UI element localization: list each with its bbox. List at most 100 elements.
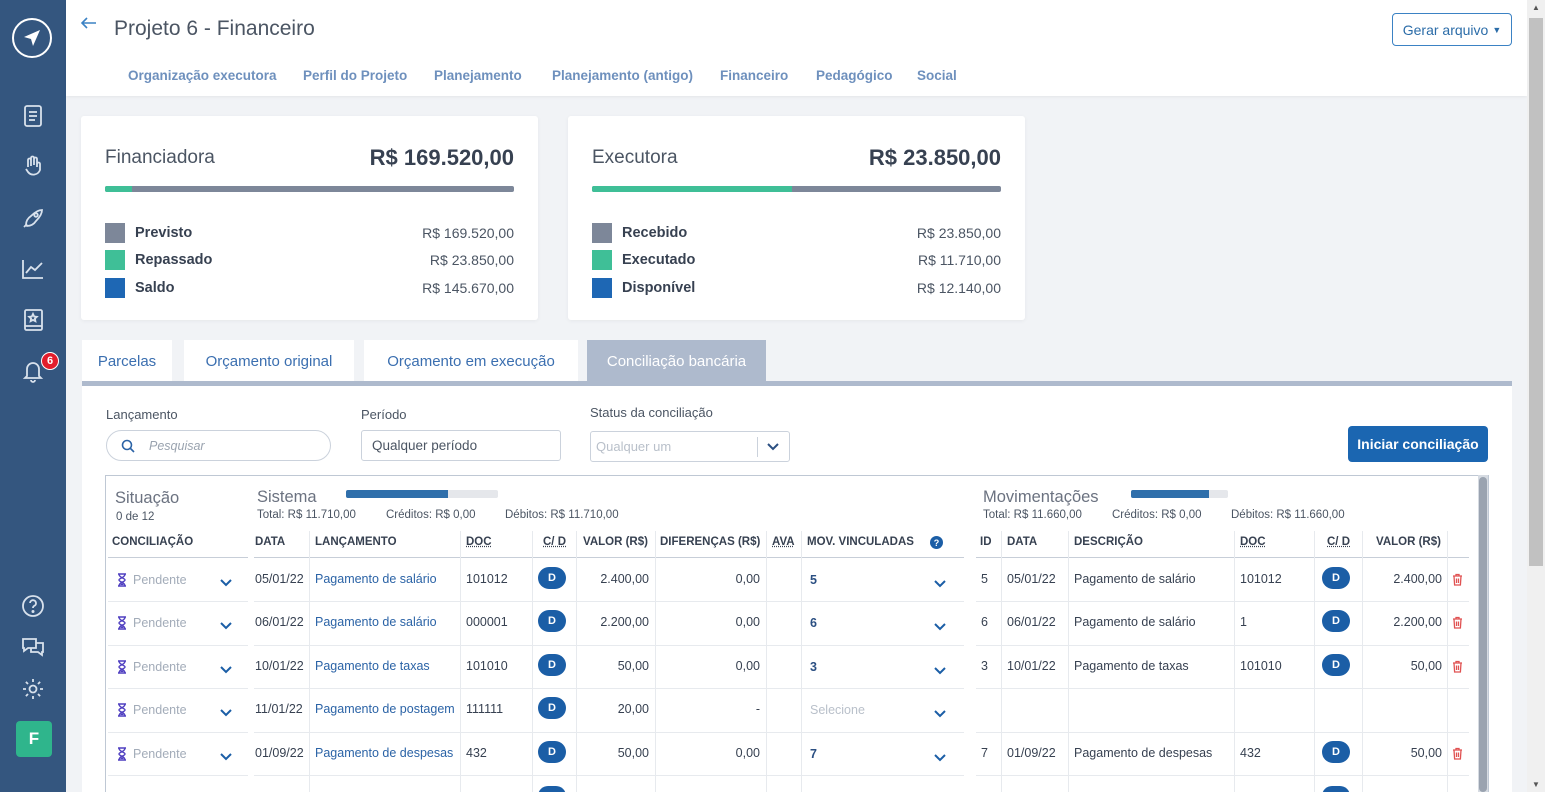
row-lancamento-link[interactable]: Pagamento de despesas bbox=[315, 746, 454, 760]
table-scrollbar[interactable] bbox=[1478, 475, 1488, 792]
row-valor: 50,00 bbox=[1410, 659, 1442, 673]
row-lancamento-link[interactable]: Pagamento de salário bbox=[315, 572, 437, 586]
header-divider bbox=[108, 557, 248, 558]
chevron-down-icon[interactable] bbox=[220, 574, 232, 587]
column-header: CONCILIAÇÃO bbox=[112, 536, 194, 548]
column-divider bbox=[801, 531, 802, 792]
scroll-up-icon[interactable]: ▲ bbox=[1532, 3, 1540, 12]
legend-row: Executado R$ 11.710,00 bbox=[592, 250, 1001, 270]
situacao-title: Situação bbox=[115, 489, 180, 507]
row-date: 06/01/22 bbox=[255, 615, 304, 629]
row-valor: 2.400,00 bbox=[1393, 572, 1442, 586]
row-diferenca: 0,00 bbox=[735, 572, 760, 586]
tab-conciliacao-bancaria[interactable]: Conciliação bancária bbox=[587, 340, 766, 382]
tab-orcamento-original[interactable]: Orçamento original bbox=[184, 340, 354, 382]
linked-movement-select[interactable]: 3 bbox=[810, 660, 817, 674]
linked-movement-select[interactable]: 5 bbox=[810, 573, 817, 587]
column-header: VALOR (R$) bbox=[1376, 536, 1441, 548]
user-avatar[interactable]: F bbox=[16, 721, 52, 757]
column-header: LANÇAMENTO bbox=[315, 536, 397, 548]
row-lancamento-link[interactable]: Pagamento de postagem bbox=[315, 702, 455, 716]
linked-movement-select[interactable]: Selecione bbox=[810, 703, 865, 717]
sistema-progress-fill bbox=[346, 490, 448, 498]
row-diferenca: 0,00 bbox=[735, 615, 760, 629]
row-lancamento-link[interactable]: Pagamento de salário bbox=[315, 615, 437, 629]
chat-icon[interactable] bbox=[20, 634, 46, 660]
column-divider bbox=[460, 531, 461, 792]
tab-financeiro[interactable]: Financeiro bbox=[720, 68, 789, 83]
rocket-icon[interactable] bbox=[20, 205, 46, 231]
generate-file-button[interactable]: Gerar arquivo ▼ bbox=[1392, 13, 1512, 46]
hand-heart-icon[interactable] bbox=[20, 154, 46, 180]
tab-organizacao-executora[interactable]: Organização executora bbox=[128, 68, 277, 83]
row-divider bbox=[976, 732, 1469, 733]
app-logo-icon[interactable] bbox=[12, 18, 52, 58]
row-date: 05/01/22 bbox=[1007, 572, 1056, 586]
column-divider bbox=[1447, 531, 1448, 792]
legend-swatch bbox=[105, 250, 125, 270]
movimentacoes-progress-bar bbox=[1131, 490, 1228, 498]
status-select[interactable]: Qualquer um bbox=[590, 431, 790, 462]
row-divider bbox=[254, 775, 964, 776]
linked-movement-select[interactable]: 7 bbox=[810, 747, 817, 761]
gear-icon[interactable] bbox=[20, 676, 46, 702]
tab-orcamento-execucao[interactable]: Orçamento em execução bbox=[364, 340, 578, 382]
sistema-creditos: Créditos: R$ 0,00 bbox=[386, 509, 476, 521]
row-divider bbox=[976, 645, 1469, 646]
trash-icon[interactable] bbox=[1452, 747, 1463, 760]
chevron-down-icon[interactable] bbox=[220, 617, 232, 630]
row-diferenca: - bbox=[755, 702, 760, 716]
debit-pill: D bbox=[538, 741, 566, 763]
reconciliation-table: Situação 0 de 12 CONCILIAÇÃO Sistema Total: … bbox=[105, 475, 1489, 792]
column-divider bbox=[309, 531, 310, 792]
row-valor: 50,00 bbox=[617, 659, 649, 673]
chevron-down-icon[interactable] bbox=[934, 575, 946, 588]
tab-planejamento[interactable]: Planejamento bbox=[434, 68, 522, 83]
back-arrow-icon[interactable] bbox=[80, 14, 98, 35]
chevron-down-icon[interactable] bbox=[220, 748, 232, 761]
chevron-down-icon[interactable] bbox=[220, 704, 232, 717]
column-header: DIFERENÇAS (R$) bbox=[660, 536, 761, 548]
chevron-down-icon[interactable] bbox=[934, 662, 946, 675]
page-scrollbar[interactable]: ▲ ▼ bbox=[1527, 0, 1545, 792]
bell-icon[interactable] bbox=[20, 358, 46, 384]
periodo-field[interactable]: Qualquer período bbox=[361, 430, 561, 461]
tab-perfil-projeto[interactable]: Perfil do Projeto bbox=[303, 68, 408, 83]
search-input[interactable]: Pesquisar bbox=[106, 430, 331, 461]
select-divider bbox=[757, 436, 758, 457]
start-reconciliation-button[interactable]: Iniciar conciliação bbox=[1348, 426, 1488, 462]
chevron-down-icon[interactable] bbox=[934, 705, 946, 718]
legend-row: Previsto R$ 169.520,00 bbox=[105, 223, 514, 243]
financiadora-total: R$ 169.520,00 bbox=[369, 145, 514, 170]
trash-icon[interactable] bbox=[1452, 660, 1463, 673]
help-icon[interactable]: ? bbox=[930, 536, 943, 549]
row-lancamento-link[interactable]: Pagamento de taxas bbox=[315, 659, 430, 673]
notification-badge: 6 bbox=[41, 352, 59, 370]
page-scrollbar-thumb[interactable] bbox=[1529, 18, 1543, 566]
book-star-icon[interactable] bbox=[20, 307, 46, 333]
tab-planejamento-antigo[interactable]: Planejamento (antigo) bbox=[552, 68, 694, 83]
row-divider bbox=[108, 732, 248, 733]
linked-movement-select[interactable]: 6 bbox=[810, 616, 817, 630]
tab-pedagogico[interactable]: Pedagógico bbox=[816, 68, 893, 83]
tab-parcelas[interactable]: Parcelas bbox=[82, 340, 172, 382]
trash-icon[interactable] bbox=[1452, 573, 1463, 586]
document-icon[interactable] bbox=[20, 103, 46, 129]
debit-pill bbox=[538, 786, 566, 792]
chevron-down-icon[interactable] bbox=[934, 618, 946, 631]
chevron-down-icon[interactable] bbox=[934, 749, 946, 762]
table-scrollbar-thumb[interactable] bbox=[1479, 477, 1487, 792]
trash-icon[interactable] bbox=[1452, 616, 1463, 629]
row-divider bbox=[976, 601, 1469, 602]
executora-progress-bar bbox=[592, 186, 1001, 192]
header-divider bbox=[976, 557, 1469, 558]
row-doc: 1 bbox=[1240, 615, 1247, 629]
tab-social[interactable]: Social bbox=[917, 68, 957, 83]
help-icon[interactable] bbox=[20, 593, 46, 619]
debit-pill: D bbox=[538, 610, 566, 632]
chevron-down-icon bbox=[767, 442, 779, 450]
scroll-down-icon[interactable]: ▼ bbox=[1532, 780, 1540, 789]
chart-line-icon[interactable] bbox=[20, 256, 46, 282]
legend-label: Recebido bbox=[622, 225, 688, 241]
chevron-down-icon[interactable] bbox=[220, 661, 232, 674]
